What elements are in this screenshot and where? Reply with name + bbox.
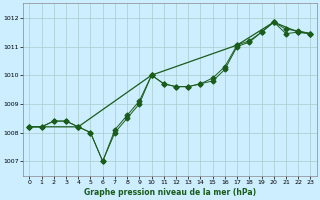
X-axis label: Graphe pression niveau de la mer (hPa): Graphe pression niveau de la mer (hPa) xyxy=(84,188,256,197)
